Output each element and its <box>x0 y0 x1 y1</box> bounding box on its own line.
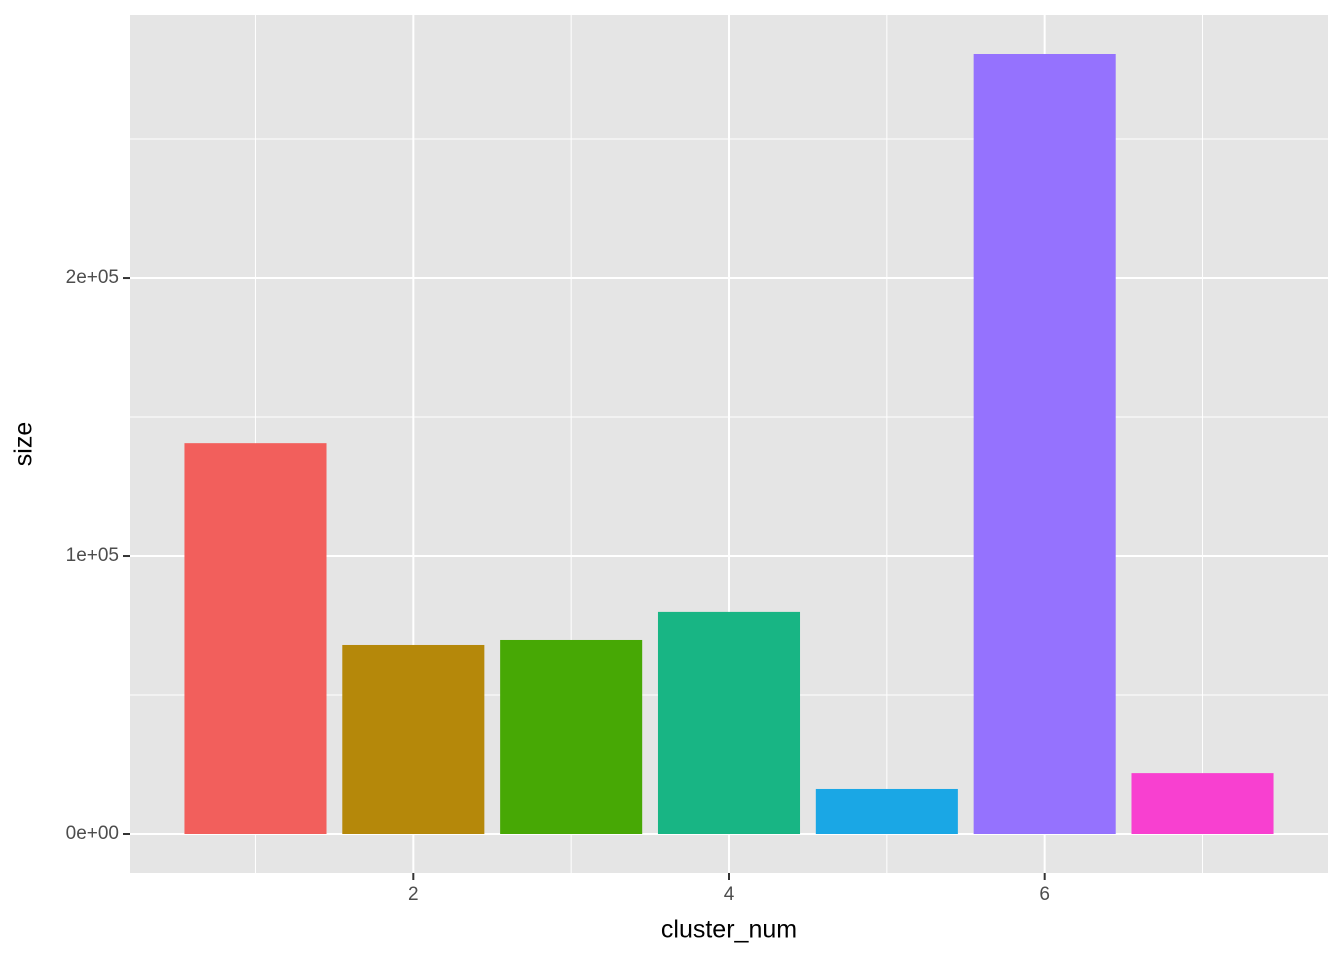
bar <box>500 639 643 834</box>
x-tick-label: 4 <box>724 884 735 905</box>
bar <box>342 644 485 834</box>
x-tick-label: 6 <box>1039 884 1050 905</box>
bar <box>1131 773 1274 834</box>
bar <box>973 54 1116 834</box>
y-tick-label: 0e+00 <box>66 823 119 844</box>
y-axis-title: size <box>10 422 38 466</box>
bar <box>184 443 327 834</box>
y-tick-label: 1e+05 <box>66 545 119 566</box>
bar <box>657 611 801 834</box>
bar <box>815 788 958 834</box>
x-tick-label: 2 <box>408 884 419 905</box>
x-axis-title: cluster_num <box>661 916 797 944</box>
y-tick-label: 2e+05 <box>66 267 119 288</box>
